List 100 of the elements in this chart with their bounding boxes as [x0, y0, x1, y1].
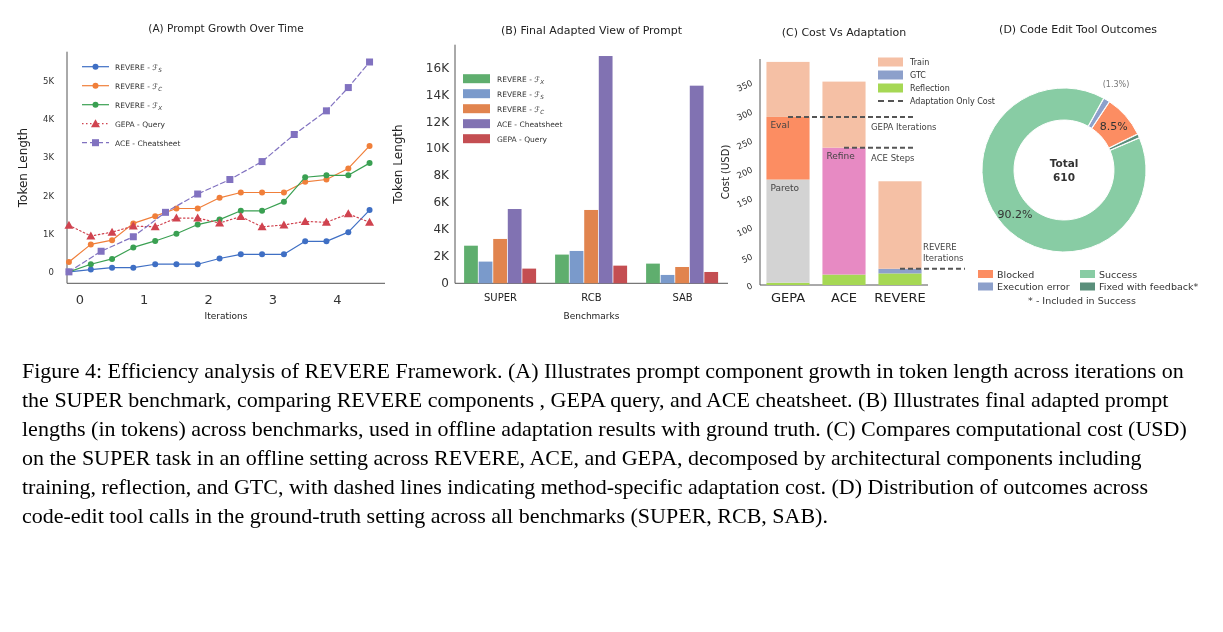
point: [366, 207, 373, 214]
x-tick-label: 3: [268, 292, 278, 307]
caption: Figure 4: Efficiency analysis of REVERE Framework. (A) Illustrates prompt component growth in token length across iterations on the SUPER benchmark, comparing REVERE components , GEPA query, and ACE cheatsheet. (B) Illustrates final adapted prompt lengths (in tokens) across benchmarks, used in offline adaptation results with ground truth. (C) Compares computational cost (USD) on the SUPER task in an offline setting across REVERE, ACE, and GEPA, decomposed by architectural components including training, reflection, and GTC, with dashed lines indicating method-specific adaptation cost. (D) Distribution of outcomes across code-edit tool calls in the ground-truth setting across all benchmarks (SUPER, RCB, SAB).: [22, 358, 1187, 528]
y-tick-label: 5K: [43, 76, 55, 87]
point: [345, 229, 352, 236]
point: [259, 189, 266, 196]
bar: [878, 181, 922, 269]
text: * - Included in Success: [1028, 295, 1136, 306]
x-tick-label: SUPER: [484, 292, 518, 303]
text: Total 610: [1049, 157, 1079, 183]
chart-title: (A) Prompt Growth Over Time: [148, 22, 304, 34]
legend-label: GTC: [910, 70, 927, 80]
x-tick-label: 0: [75, 292, 85, 307]
point: [152, 213, 159, 220]
bar: [766, 179, 810, 283]
point: [290, 131, 298, 138]
x-tick-label: 4: [333, 292, 342, 307]
point: [171, 213, 181, 222]
point: [259, 207, 266, 214]
x-tick-label: RCB: [581, 292, 602, 303]
bar: [822, 81, 866, 148]
point: [216, 194, 223, 201]
bar: [493, 238, 507, 284]
bar: [569, 250, 584, 284]
point: [366, 58, 374, 66]
bar: [522, 268, 537, 284]
y-tick-label: 1K: [43, 228, 55, 239]
x-tick-label: SAB: [672, 292, 693, 303]
point: [109, 237, 116, 244]
point: [87, 241, 94, 248]
legend-label: Blocked: [997, 268, 1035, 280]
point: [152, 261, 159, 268]
point: [322, 107, 330, 115]
bar: [660, 274, 675, 284]
y-tick-label: 4K: [43, 114, 55, 125]
point: [173, 230, 180, 237]
legend-label: Train: [909, 57, 930, 67]
bar: [704, 271, 719, 284]
y-axis-title: Token Length: [16, 127, 30, 209]
point: [323, 172, 330, 179]
y-tick-label: 2K: [43, 190, 55, 201]
point: [321, 217, 331, 226]
x-tick-label: REVERE: [874, 290, 926, 305]
legend-label: Reflection: [910, 83, 950, 93]
y-tick-label: 0: [744, 280, 755, 292]
y-tick-label: 14K: [425, 87, 451, 102]
y-tick-label: 0: [441, 276, 449, 291]
bar: [507, 209, 522, 284]
data-label: 8.5%: [1099, 120, 1128, 134]
point: [161, 208, 169, 216]
point: [97, 247, 105, 255]
y-tick-label: 50: [740, 251, 755, 266]
point: [280, 251, 287, 258]
bar: [464, 245, 478, 284]
ref-line-label: GEPA Iterations: [871, 121, 938, 132]
point: [152, 237, 159, 244]
point: [236, 212, 246, 221]
y-tick-label: 12K: [425, 114, 451, 129]
bar: [478, 261, 493, 284]
point: [194, 205, 201, 212]
y-tick-label: 100: [735, 222, 755, 239]
bar: [555, 254, 569, 284]
data-label: (1.3%): [1102, 80, 1130, 90]
bar: [822, 147, 866, 275]
chart-title: (B) Final Adapted View of Prompt: [500, 24, 683, 37]
x-tick-label: 2: [204, 292, 213, 307]
point: [216, 255, 223, 262]
legend-label: Success: [1099, 268, 1138, 280]
chart-title: (D) Code Edit Tool Outcomes: [999, 23, 1158, 36]
point: [237, 207, 244, 214]
point: [258, 158, 266, 166]
point: [173, 261, 180, 268]
ref-line-label: REVERE Iterations: [923, 241, 965, 263]
annotation: Adaptation Only Cost: [910, 96, 995, 106]
x-axis-title: Iterations: [204, 311, 248, 321]
y-tick-label: 6K: [433, 195, 451, 210]
point: [343, 209, 353, 218]
y-axis-title: Token Length: [391, 124, 405, 205]
bar: [766, 116, 810, 180]
point: [194, 261, 201, 268]
bar: [598, 56, 613, 284]
point: [366, 142, 373, 149]
series-label: Pareto: [770, 182, 800, 193]
point: [237, 189, 244, 196]
y-tick-label: 3K: [43, 152, 55, 163]
bar: [613, 265, 628, 284]
point: [87, 266, 94, 273]
point: [109, 255, 116, 262]
point: [226, 176, 234, 184]
point: [257, 222, 267, 231]
point: [280, 189, 287, 196]
bar: [675, 266, 689, 284]
y-axis-title: Cost (USD): [720, 144, 731, 200]
point: [237, 251, 244, 258]
bar: [689, 85, 704, 284]
x-tick-label: 1: [140, 292, 149, 307]
y-tick-label: 150: [735, 193, 755, 210]
y-tick-label: 200: [735, 164, 755, 181]
y-tick-label: 16K: [425, 60, 451, 75]
point: [302, 174, 309, 181]
